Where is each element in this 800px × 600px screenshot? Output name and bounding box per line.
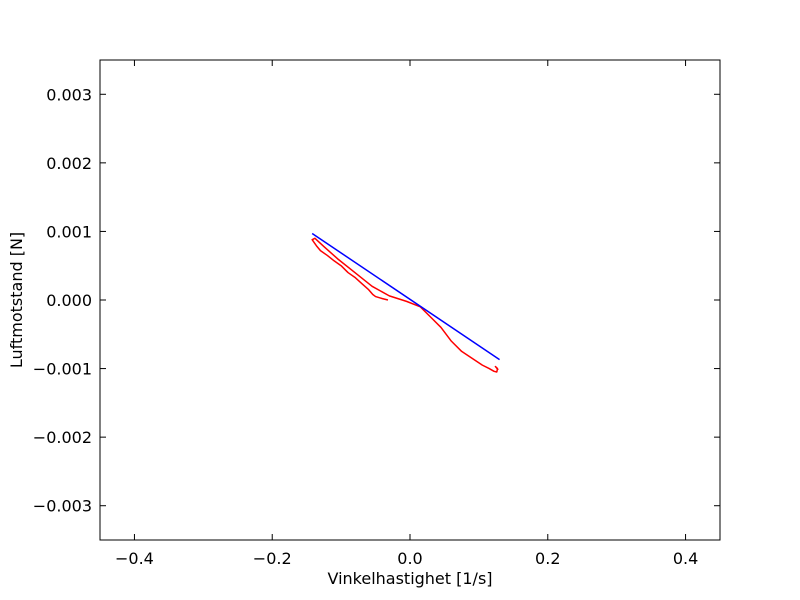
x-tick-label: 0.2	[535, 549, 560, 568]
y-tick-label: 0.000	[46, 291, 92, 310]
series-line-1	[311, 232, 500, 361]
ticks-layer: −0.4 −0.2 0.0 0.2 0.4 0.003 0.002 0.001 0.000 −0.…	[33, 60, 720, 568]
y-tick-label: 0.001	[46, 222, 92, 241]
x-tick-label: −0.2	[253, 549, 292, 568]
x-tick-label: 0.4	[673, 549, 698, 568]
y-tick-label: 0.002	[46, 154, 92, 173]
x-tick-label: −0.4	[115, 549, 154, 568]
y-axis-label: Luftmotstand [N]	[7, 232, 26, 368]
y-tick-label: −0.001	[33, 360, 92, 379]
x-tick-label: 0.0	[397, 549, 422, 568]
plot-frame	[99, 59, 721, 541]
y-tick-label: −0.002	[33, 428, 92, 447]
x-axis-label: Vinkelhastighet [1/s]	[327, 569, 492, 588]
series-line-0	[311, 237, 499, 373]
y-tick-label: −0.003	[33, 497, 92, 516]
series-layer	[311, 232, 500, 373]
y-tick-label: 0.003	[46, 85, 92, 104]
